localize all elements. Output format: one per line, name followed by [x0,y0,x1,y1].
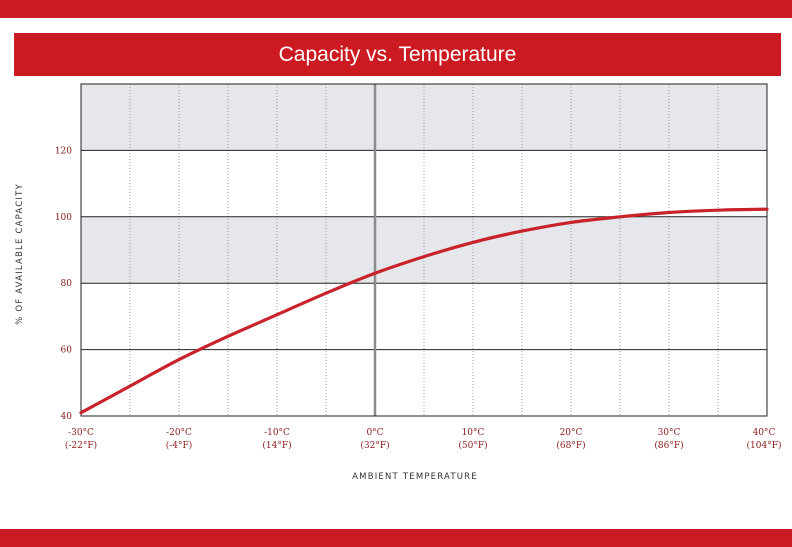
x-tick-label-fahrenheit: (32°F) [360,440,389,451]
y-axis-label: % OF AVAILABLE CAPACITY [15,183,25,325]
y-tick-labels: 40 60 80 100 120 [55,146,72,422]
x-tick-labels: -30°C (-22°F) -20°C (-4°F) -10°C (14°F) 0°C (32… [65,428,782,451]
plot-frame [80,83,768,417]
title-banner: Capacity vs. Temperature [14,33,781,76]
x-tick-label-fahrenheit: (-4°F) [166,440,193,451]
bottom-accent-bar [0,529,792,547]
x-tick-label-fahrenheit: (14°F) [262,440,291,451]
x-tick-label-celsius: -20°C [166,428,192,438]
series-group [79,207,769,415]
x-tick-label-celsius: 30°C [658,428,681,438]
x-tick-label-fahrenheit: (-22°F) [65,440,97,451]
x-axis-label: AMBIENT TEMPERATURE [352,472,478,482]
x-tick-label-celsius: 0°C [366,428,383,438]
x-tick-label-celsius: 20°C [560,428,583,438]
x-tick-label-fahrenheit: (68°F) [556,440,585,451]
x-tick-label-celsius: -10°C [264,428,290,438]
x-tick-label-fahrenheit: (104°F) [747,440,782,451]
x-tick-label-celsius: 10°C [462,428,485,438]
chart-title: Capacity vs. Temperature [278,42,517,66]
top-accent-bar [0,0,792,18]
horizontal-gridlines [81,149,767,351]
y-tick-label: 60 [61,346,73,356]
x-tick-label-celsius: -30°C [68,428,94,438]
shaded-band [81,216,767,284]
y-tick-label: 80 [61,279,73,289]
y-tick-label: 100 [55,213,72,223]
capacity-curve [79,207,769,415]
x-tick-label-celsius: 40°C [753,428,776,438]
shaded-bands [81,84,767,284]
y-tick-label: 40 [61,412,73,422]
x-tick-label-fahrenheit: (86°F) [654,440,683,451]
y-tick-label: 120 [55,146,72,156]
x-tick-label-fahrenheit: (50°F) [458,440,487,451]
